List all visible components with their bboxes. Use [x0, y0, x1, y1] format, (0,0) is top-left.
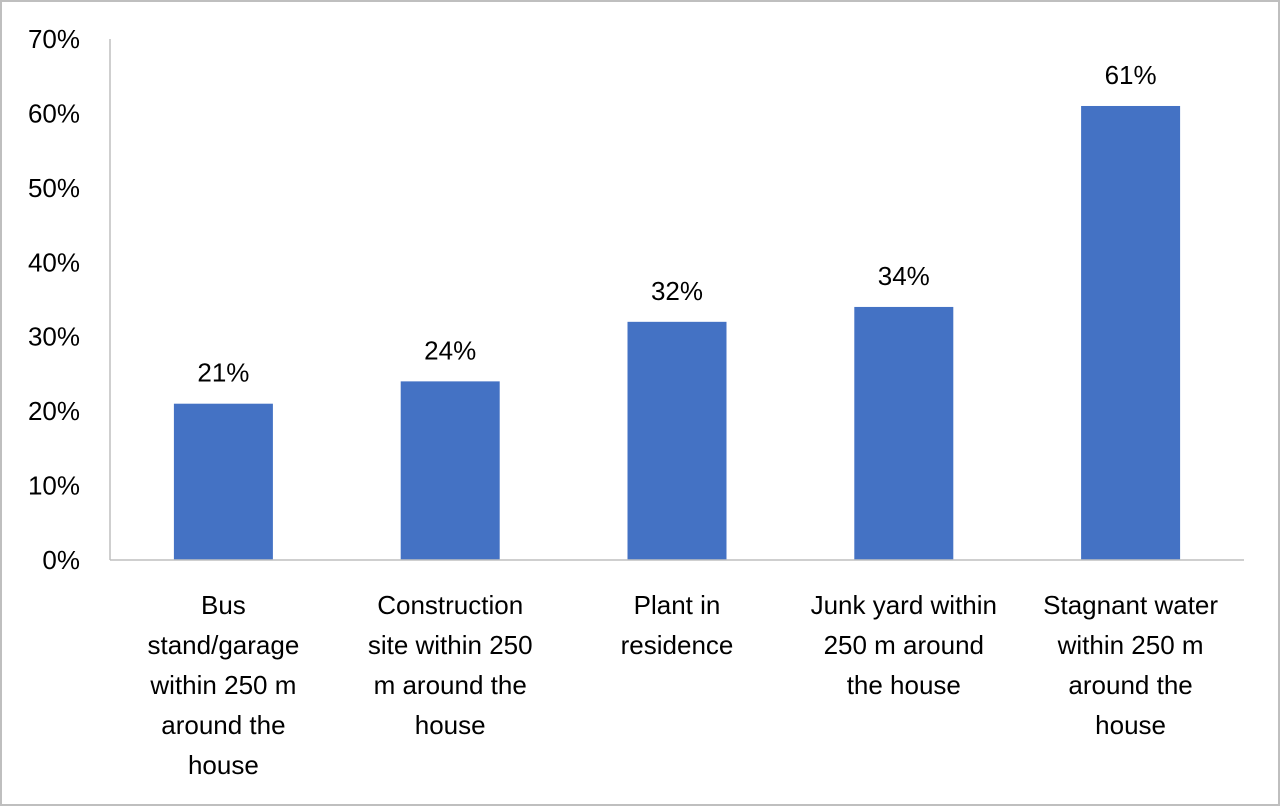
data-label: 21%: [197, 358, 249, 388]
data-label: 61%: [1105, 60, 1157, 90]
bar: [173, 403, 273, 560]
x-category-label-line: site within 250: [368, 630, 533, 660]
x-category-label: Construction site within 250 m around the h…: [368, 590, 533, 740]
bar: [400, 381, 500, 560]
y-tick-label: 60%: [28, 98, 80, 128]
y-tick-label: 70%: [28, 24, 80, 54]
x-category-label-line: within 250 m: [149, 670, 296, 700]
x-category-label-line: the house: [847, 670, 961, 700]
x-category-label-line: house: [1095, 710, 1166, 740]
x-category-label-line: within 250 m: [1057, 630, 1204, 660]
y-tick-label: 50%: [28, 173, 80, 203]
x-category-label-line: around the: [1068, 670, 1192, 700]
y-axis: 0% 10% 20% 30% 40% 50% 60% 70%: [28, 24, 111, 575]
data-label: 24%: [424, 335, 476, 365]
x-category-label-line: around the: [161, 710, 285, 740]
x-category-label-line: house: [415, 710, 486, 740]
x-category-label-line: house: [188, 750, 259, 780]
data-labels: 21% 24% 32% 34% 61%: [197, 60, 1156, 388]
x-category-label: Stagnant water within 250 m around the hous…: [1043, 590, 1218, 740]
x-category-label-line: Bus: [201, 590, 246, 620]
x-category-label-line: stand/garage: [148, 630, 300, 660]
bar: [627, 321, 727, 560]
y-tick-label: 40%: [28, 247, 80, 277]
y-tick-label: 20%: [28, 396, 80, 426]
bar: [854, 306, 954, 560]
data-label: 34%: [878, 261, 930, 291]
bars: [173, 105, 1181, 560]
x-category-label: Junk yard within 250 m around the house: [811, 590, 997, 700]
x-category-label: Bus stand/garage within 250 m around the hou…: [148, 590, 300, 780]
bar: [1081, 105, 1181, 560]
data-label: 32%: [651, 276, 703, 306]
y-tick-label: 0%: [42, 545, 80, 575]
x-category-label-line: Construction: [377, 590, 523, 620]
x-category-label-line: residence: [621, 630, 734, 660]
y-tick-label: 10%: [28, 471, 80, 501]
category-labels: Bus stand/garage within 250 m around the hou…: [148, 590, 1219, 780]
x-category-label-line: Stagnant water: [1043, 590, 1218, 620]
x-category-label-line: Plant in: [634, 590, 721, 620]
x-category-label-line: Junk yard within: [811, 590, 997, 620]
x-category-label: Plant in residence: [621, 590, 734, 660]
y-tick-label: 30%: [28, 322, 80, 352]
x-category-label-line: 250 m around: [824, 630, 984, 660]
x-category-label-line: m around the: [374, 670, 527, 700]
